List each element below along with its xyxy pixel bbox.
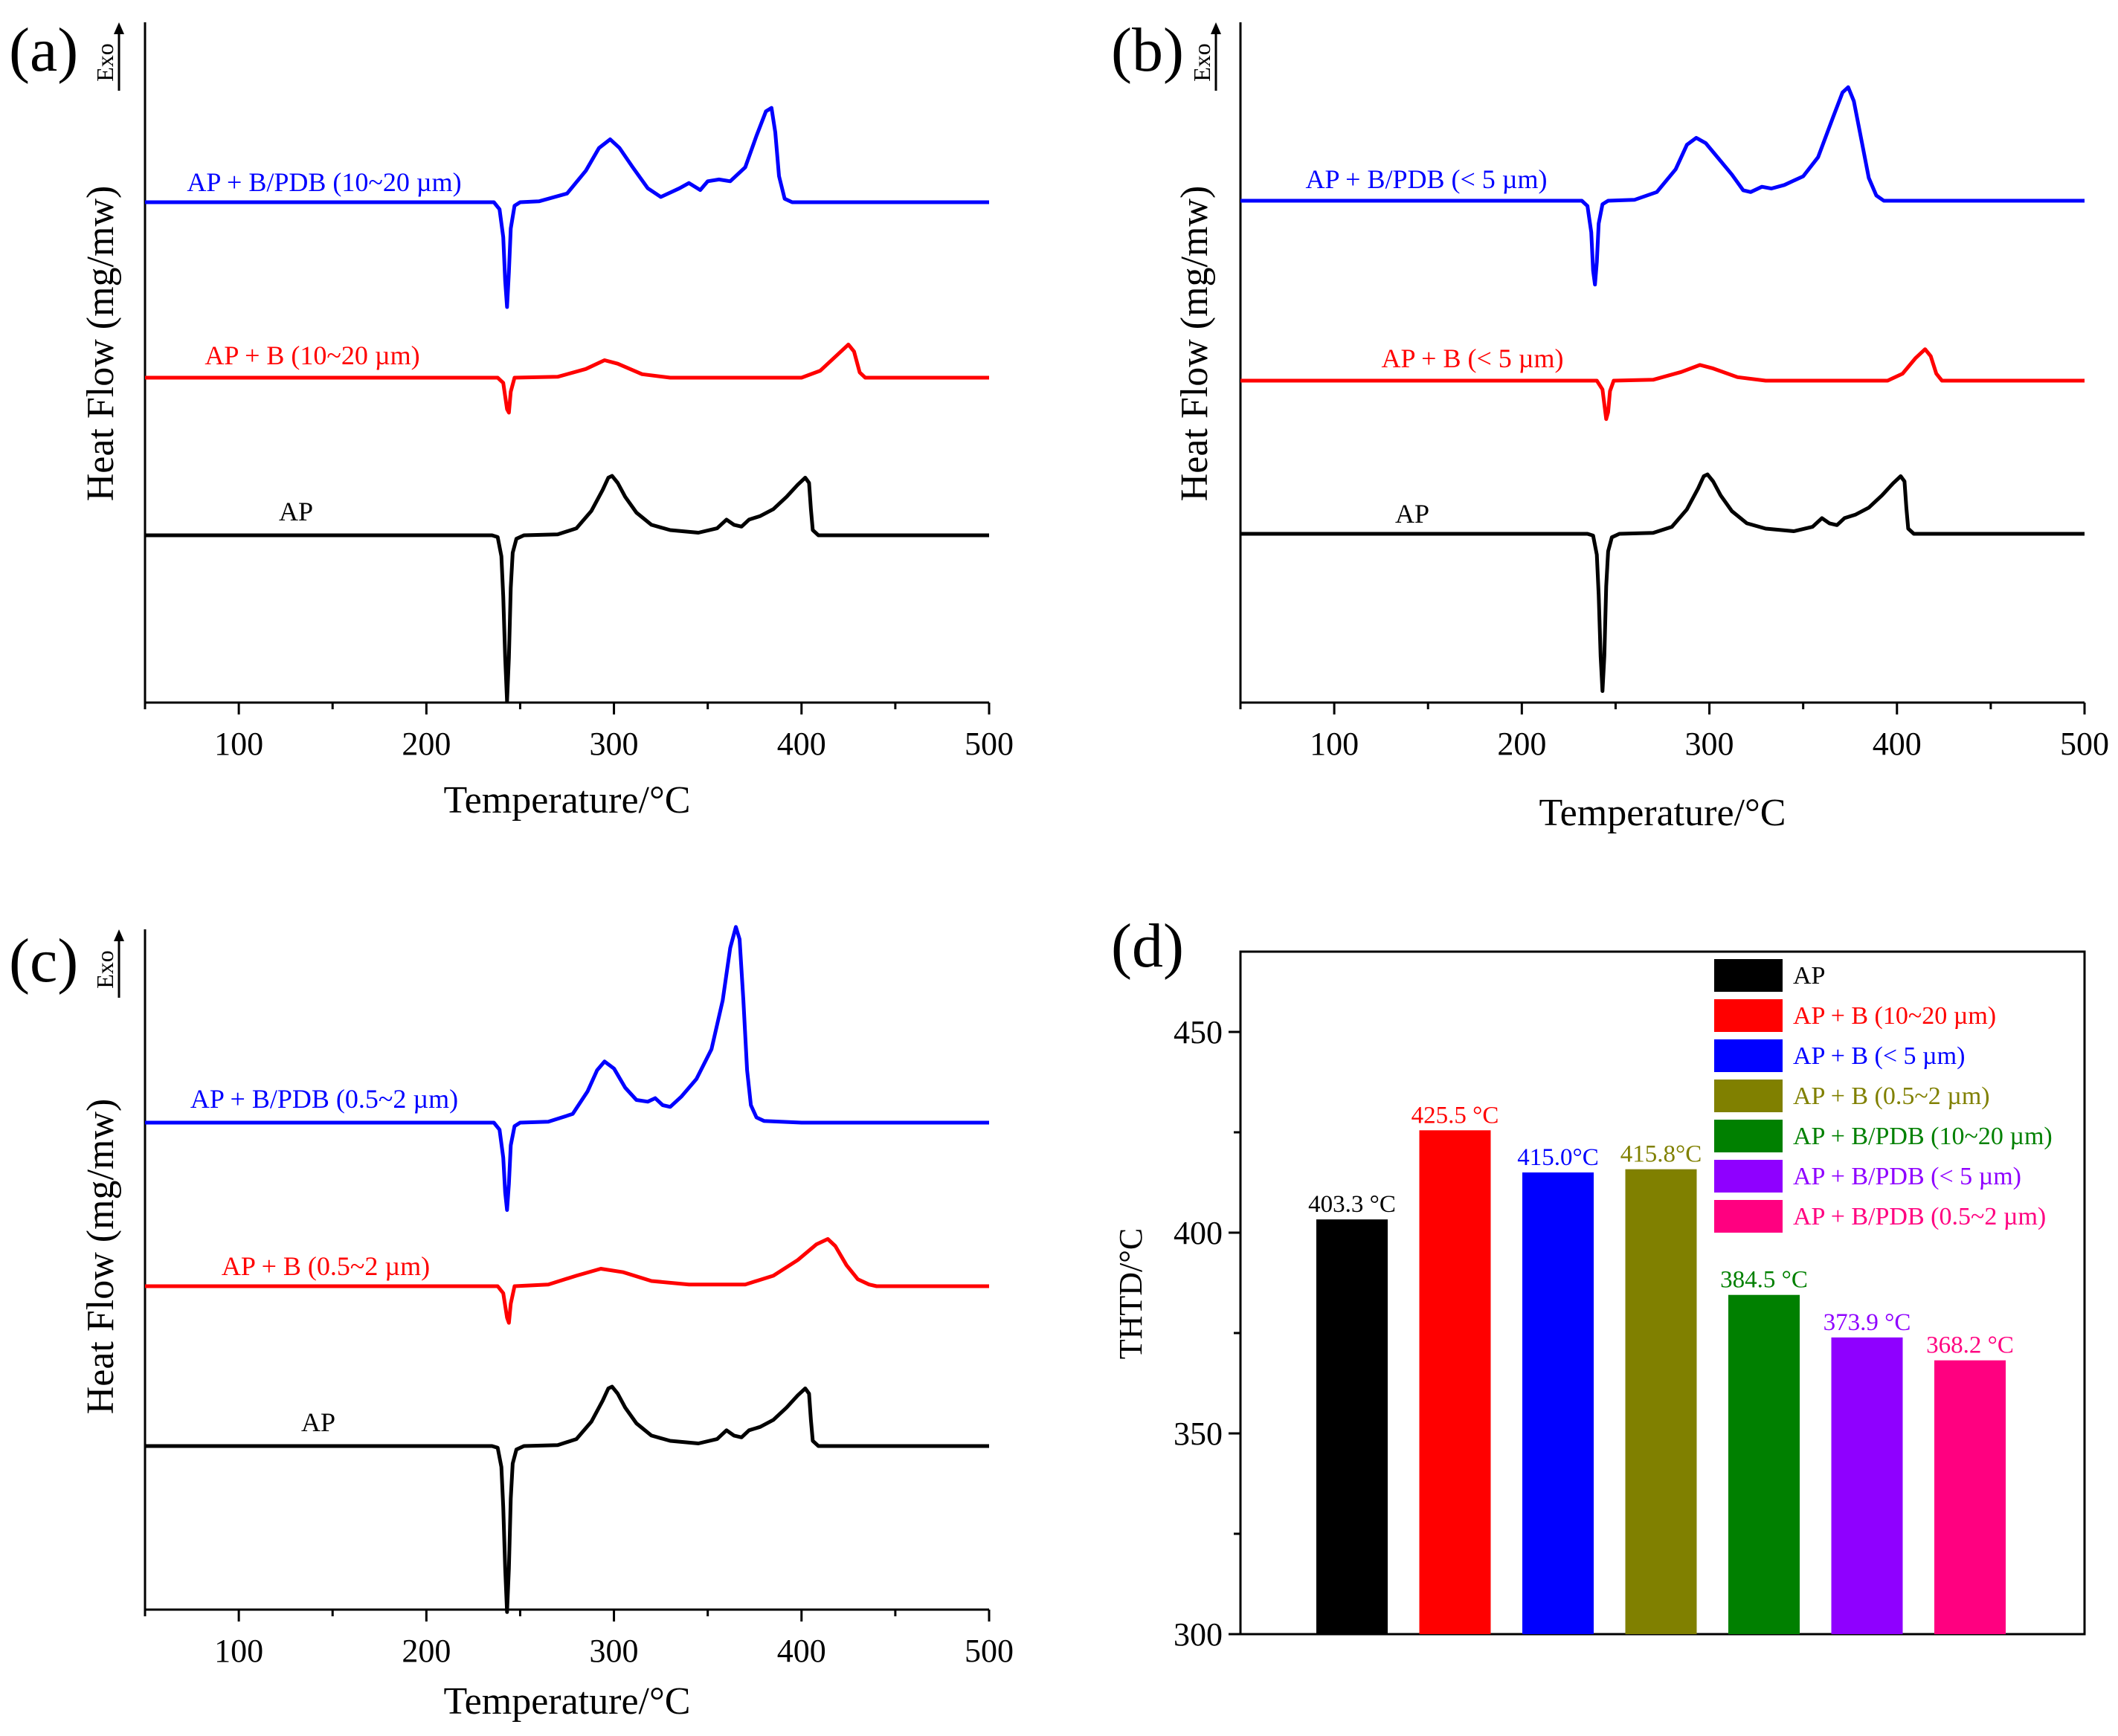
series-line <box>1240 85 2085 287</box>
panel-a: 100 200 300 400 500 Temperature/°C Heat Flow (… <box>9 16 1014 822</box>
y-tick-label: 350 <box>1174 1416 1223 1452</box>
exo-label: Exo <box>91 43 118 82</box>
series-label: AP + B/PDB (< 5 µm) <box>1305 164 1547 194</box>
panel-c: 100 200 300 400 500 Temperature/°C Heat Flow (… <box>9 925 1014 1723</box>
bar <box>1522 1172 1594 1634</box>
legend-label: AP + B/PDB (0.5~2 µm) <box>1793 1203 2046 1230</box>
bar-value-label: 415.0°C <box>1517 1144 1598 1171</box>
series-label: AP <box>279 497 313 526</box>
series-label: AP + B (0.5~2 µm) <box>222 1251 430 1281</box>
x-tick-label: 100 <box>1310 726 1359 762</box>
legend-swatch <box>1714 1120 1783 1152</box>
legend-swatch <box>1714 1039 1783 1072</box>
bar-value-label: 425.5 °C <box>1412 1102 1499 1129</box>
series-line <box>145 106 989 309</box>
bar-value-label: 373.9 °C <box>1824 1309 1911 1336</box>
bar <box>1316 1219 1388 1634</box>
x-tick-label: 500 <box>965 1633 1014 1669</box>
bar <box>1831 1337 1903 1634</box>
x-tick-label: 300 <box>590 1633 639 1669</box>
legend-label: AP <box>1793 962 1825 990</box>
panel-label: (b) <box>1111 16 1184 85</box>
x-tick-label: 100 <box>214 726 263 762</box>
y-axis-title: Heat Flow (mg/mw) <box>1174 186 1216 502</box>
series-line <box>145 474 989 703</box>
bar-value-label: 415.8°C <box>1620 1141 1702 1168</box>
series-label: AP + B (10~20 µm) <box>205 341 419 370</box>
bar-value-label: 368.2 °C <box>1926 1332 2014 1359</box>
series-line <box>145 1384 989 1614</box>
legend-label: AP + B (10~20 µm) <box>1793 1002 1996 1030</box>
x-tick-label: 300 <box>1685 726 1734 762</box>
y-axis-title: THTD/°C <box>1113 1228 1149 1359</box>
series-label: AP + B/PDB (0.5~2 µm) <box>190 1084 458 1114</box>
y-axis-title: Heat Flow (mg/mw) <box>80 186 122 502</box>
exo-label: Exo <box>91 950 118 989</box>
legend-swatch <box>1714 999 1783 1032</box>
series-line <box>145 342 989 415</box>
x-tick-label: 200 <box>1497 726 1546 762</box>
bar <box>1728 1294 1800 1634</box>
legend-swatch <box>1714 959 1783 992</box>
exo-arrowhead-icon <box>1211 22 1221 34</box>
legend-label: AP + B (< 5 µm) <box>1793 1042 1965 1070</box>
y-tick-label: 300 <box>1174 1616 1223 1653</box>
bar-value-label: 403.3 °C <box>1308 1191 1396 1218</box>
series-label: AP <box>301 1407 335 1437</box>
bar <box>1625 1169 1697 1634</box>
series-line <box>1240 472 2085 693</box>
y-tick-label: 400 <box>1174 1215 1223 1251</box>
series-label: AP <box>1395 499 1429 529</box>
bar-value-label: 384.5 °C <box>1720 1267 1808 1294</box>
x-tick-label: 500 <box>2060 726 2109 762</box>
panel-b: 100 200 300 400 500 Temperature/°C Heat Flow (… <box>1111 16 2109 834</box>
x-tick-label: 400 <box>1873 726 1922 762</box>
legend-swatch <box>1714 1160 1783 1193</box>
exo-label: Exo <box>1188 43 1215 82</box>
bar <box>1934 1360 2006 1634</box>
legend-swatch <box>1714 1200 1783 1233</box>
legend-label: AP + B/PDB (10~20 µm) <box>1793 1123 2053 1150</box>
legend-swatch <box>1714 1080 1783 1112</box>
exo-arrowhead-icon <box>114 22 124 34</box>
legend-label: AP + B (0.5~2 µm) <box>1793 1082 1990 1110</box>
panel-label: (d) <box>1111 911 1184 981</box>
x-tick-label: 100 <box>214 1633 263 1669</box>
series-label: AP + B/PDB (10~20 µm) <box>187 167 461 197</box>
x-tick-label: 200 <box>402 1633 451 1669</box>
x-axis-title: Temperature/°C <box>444 779 691 822</box>
x-axis-title: Temperature/°C <box>1539 792 1786 834</box>
x-tick-label: 400 <box>777 726 826 762</box>
y-axis-title: Heat Flow (mg/mw) <box>80 1099 122 1415</box>
panel-label: (c) <box>9 926 78 996</box>
x-axis-title: Temperature/°C <box>444 1680 691 1723</box>
x-tick-label: 500 <box>965 726 1014 762</box>
series-label: AP + B (< 5 µm) <box>1381 343 1563 373</box>
exo-arrowhead-icon <box>114 929 124 941</box>
y-tick-label: 450 <box>1174 1014 1223 1051</box>
x-tick-label: 400 <box>777 1633 826 1669</box>
x-tick-label: 300 <box>590 726 639 762</box>
series-line <box>145 1237 989 1325</box>
x-tick-label: 200 <box>402 726 451 762</box>
legend-label: AP + B/PDB (< 5 µm) <box>1793 1163 2021 1190</box>
series-line <box>145 925 989 1212</box>
bar <box>1419 1130 1491 1634</box>
panel-label: (a) <box>9 16 78 85</box>
panel-d: 300 350 400 450 THTD/°C (d) 403.3 °C 425.5 °C 41… <box>1111 911 2086 1653</box>
series-line <box>1240 347 2085 422</box>
